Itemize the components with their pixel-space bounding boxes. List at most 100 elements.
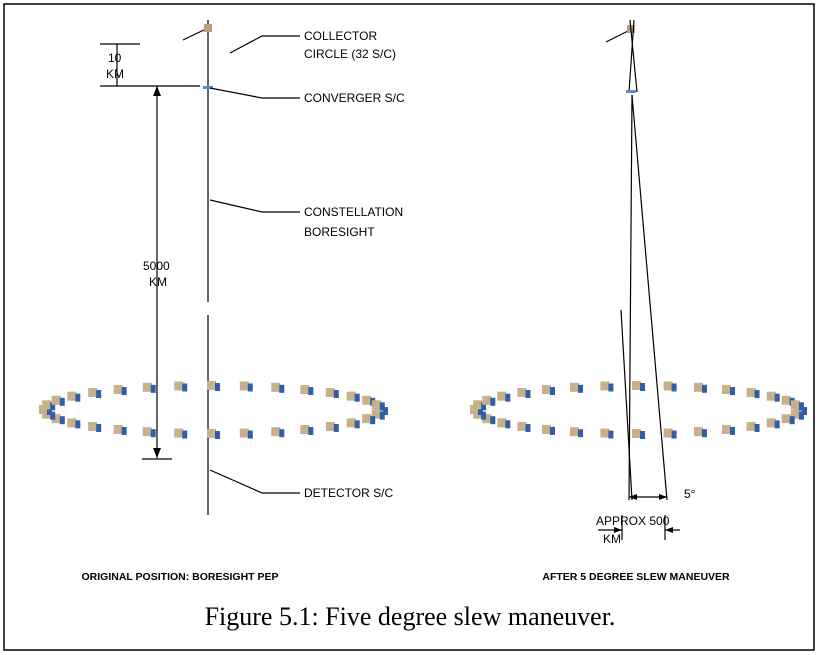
- callout: CONVERGER S/C: [304, 91, 405, 105]
- callout: COLLECTOR: [304, 29, 377, 43]
- satellite: [75, 420, 81, 429]
- satellite: [354, 420, 360, 429]
- satellite: [578, 384, 584, 393]
- satellite: [470, 405, 479, 414]
- satellite: [541, 424, 551, 434]
- arrow-head: [614, 527, 622, 533]
- satellite: [279, 429, 285, 438]
- satellite: [766, 418, 776, 428]
- satellite: [271, 382, 281, 392]
- satellite: [300, 424, 310, 434]
- satellite: [497, 418, 507, 428]
- satellite: [663, 381, 673, 391]
- dim-label: KM: [603, 532, 621, 546]
- satellite: [42, 409, 52, 419]
- satellite: [96, 423, 102, 432]
- satellite: [802, 407, 807, 415]
- satellite: [781, 395, 791, 405]
- satellite: [754, 423, 760, 432]
- satellite: [693, 427, 703, 437]
- satellite: [473, 409, 483, 419]
- satellite: [182, 430, 188, 439]
- dim-label: 5000: [143, 259, 170, 273]
- satellite: [482, 414, 492, 424]
- satellite: [693, 382, 703, 392]
- dim-label: 10: [108, 51, 122, 65]
- satellite: [746, 388, 756, 398]
- satellite: [608, 383, 614, 392]
- collector-sat: [605, 29, 631, 43]
- satellite: [525, 423, 531, 432]
- dim-label: KM: [106, 67, 124, 81]
- satellite: [701, 429, 707, 438]
- satellite: [300, 385, 310, 395]
- satellite: [525, 390, 531, 399]
- callout: CIRCLE (32 S/C): [304, 47, 396, 61]
- arrow-head: [153, 86, 161, 96]
- satellite: [182, 383, 188, 392]
- satellite: [247, 383, 253, 392]
- satellite: [578, 429, 584, 438]
- satellite: [247, 430, 253, 439]
- leader: [209, 199, 300, 213]
- leader: [209, 87, 300, 99]
- satellite: [362, 395, 372, 405]
- satellite: [121, 426, 127, 435]
- satellite: [701, 384, 707, 393]
- satellite: [766, 391, 776, 401]
- satellite: [570, 382, 580, 392]
- satellite: [730, 387, 736, 396]
- satellite: [215, 383, 220, 391]
- satellite-ring: [39, 381, 807, 439]
- satellite: [51, 395, 61, 405]
- satellite: [790, 409, 800, 419]
- satellite: [375, 405, 384, 414]
- satellite: [67, 391, 77, 401]
- arrow-head: [659, 494, 667, 500]
- satellite: [663, 428, 673, 438]
- satellite: [215, 431, 220, 439]
- arrow-head: [629, 494, 637, 500]
- satellite: [50, 402, 56, 411]
- satellite: [497, 391, 507, 401]
- satellite: [570, 427, 580, 437]
- leader: [209, 469, 300, 494]
- satellite: [113, 385, 123, 395]
- converger-sat: [626, 90, 636, 93]
- angle-label: 5°: [684, 487, 696, 501]
- diagram: [100, 19, 680, 540]
- satellite: [354, 393, 360, 402]
- satellite: [632, 429, 641, 438]
- satellite: [346, 391, 356, 401]
- arrow-head: [665, 527, 673, 533]
- converger-sat: [203, 86, 213, 89]
- satellite: [517, 421, 527, 431]
- callout: DETECTOR S/C: [304, 486, 393, 500]
- dim-label: APPROX 500: [596, 514, 670, 528]
- satellite: [150, 384, 156, 393]
- satellite: [730, 426, 736, 435]
- satellite: [505, 420, 511, 429]
- satellite: [325, 421, 335, 431]
- satellite: [325, 388, 335, 398]
- satellite: [481, 411, 487, 420]
- satellite: [75, 393, 81, 402]
- satellite: [50, 411, 56, 420]
- satellite: [600, 381, 610, 391]
- satellite: [362, 414, 372, 424]
- satellite: [632, 381, 641, 390]
- satellite: [67, 418, 77, 428]
- boresight: [629, 19, 638, 93]
- satellite: [142, 427, 152, 437]
- leader: [229, 35, 300, 54]
- satellite: [640, 383, 645, 391]
- collector-sat: [182, 27, 209, 41]
- satellite: [746, 421, 756, 431]
- satellite: [608, 430, 614, 439]
- satellite: [308, 426, 314, 435]
- satellite: [722, 424, 732, 434]
- satellite: [794, 405, 803, 414]
- satellite: [774, 393, 780, 402]
- satellite: [279, 384, 285, 393]
